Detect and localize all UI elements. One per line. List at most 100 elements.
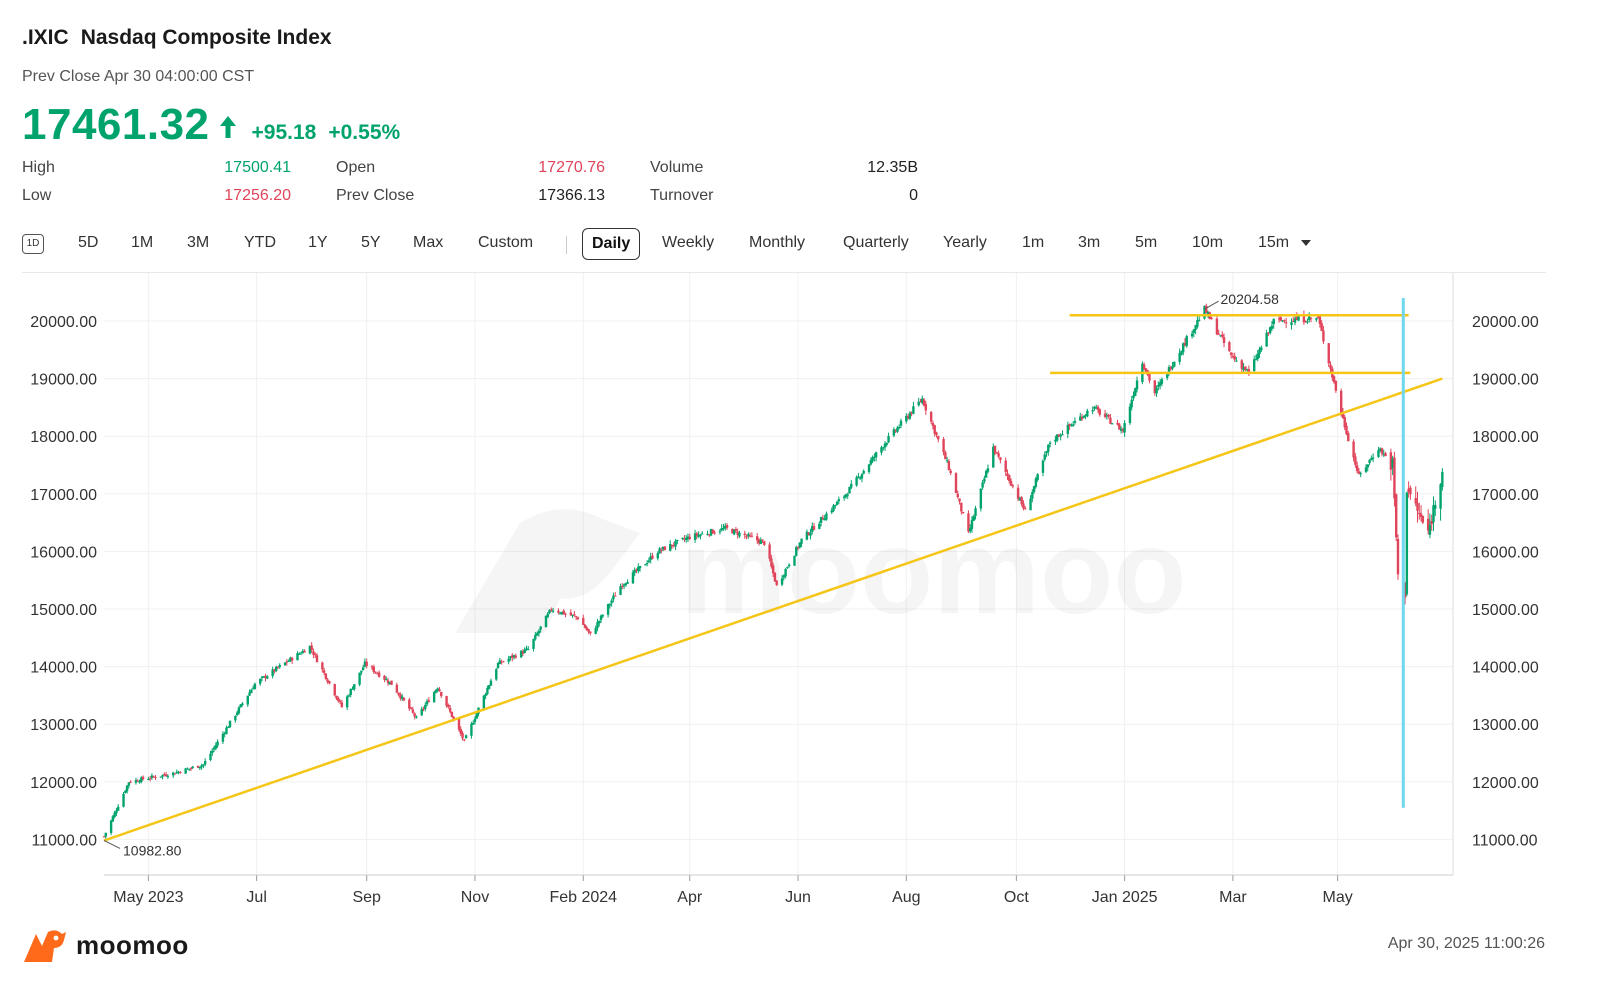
candle-down [365,661,368,667]
candle-down [1080,417,1084,420]
candle-up [1111,423,1114,425]
candle-up [1055,434,1059,441]
candle-down [574,616,578,618]
range-3m[interactable]: 3M [187,234,210,251]
candle-up [1366,464,1369,468]
candle-up [1134,388,1137,396]
calendar-1d-icon[interactable]: 1D [22,234,44,254]
volume-value: 12.35B [867,159,918,176]
candle-up [1308,316,1311,320]
candle-up [1379,448,1382,451]
candle-up [150,775,154,778]
candle-down [1244,366,1247,371]
candle-down [1205,305,1208,313]
candle-up [434,690,438,693]
candle-down [1107,414,1110,417]
period-3min[interactable]: 3m [1078,234,1101,251]
candle-down [582,618,585,625]
candle-down [1068,423,1071,427]
candle-up [487,685,491,689]
period-weekly[interactable]: Weekly [662,234,715,251]
candle-up [1194,325,1197,330]
candle-down [771,565,775,574]
candle-up [905,415,908,422]
candle-down [326,679,329,683]
period-daily-button[interactable]: Daily [582,228,641,260]
candle-down [748,535,752,537]
candle-up [908,413,912,419]
candlestick-chart[interactable]: May 2023 Jul Sep Nov Feb 2024 Apr Jun Aug Oct Jan… [0,273,1600,913]
candle-up [214,745,218,749]
candle-down [999,457,1002,461]
candle-up [558,613,562,615]
candle-down [683,538,686,540]
candle-up [1196,320,1199,327]
range-ytd[interactable]: YTD [244,234,276,251]
candle-up [1031,492,1034,499]
range-1y[interactable]: 1Y [308,234,328,251]
candle-up [1105,415,1109,417]
y-tick-label-left: 20000.00 [30,314,97,331]
candle-up [795,547,798,556]
candle-up [631,572,635,584]
candle-up [818,523,821,529]
candle-up [388,681,391,685]
candle-up [596,622,599,629]
period-yearly[interactable]: Yearly [943,234,987,251]
candle-down [321,662,324,670]
candle-up [527,648,530,650]
candle-down [960,502,963,512]
candle-up [805,531,809,540]
candle-up [981,482,984,488]
candle-up [674,540,677,547]
price-change-pct: +0.55% [328,121,401,144]
candle-down [1403,583,1407,598]
y-tick-label-right: 13000.00 [1472,717,1539,734]
high-annotation-leader [1204,300,1219,310]
period-10min[interactable]: 10m [1192,234,1224,251]
candle-down [1418,512,1421,514]
candle-up [594,628,597,634]
candle-down [1329,364,1332,369]
candle-up [498,660,502,664]
candle-up [127,782,131,786]
candle-up [161,774,164,777]
candle-up [887,436,890,443]
high-value: 17500.41 [224,159,291,176]
x-tick-label: Feb 2024 [549,889,617,906]
range-5d[interactable]: 5D [78,234,99,251]
range-5y[interactable]: 5Y [361,234,381,251]
candle-down [1215,318,1219,335]
candle-up [885,442,888,445]
candle-down [773,572,777,582]
candle-up [1071,424,1075,427]
high-label: High [22,159,55,176]
candle-up [1123,423,1126,433]
period-quarterly[interactable]: Quarterly [843,234,909,251]
candle-up [846,494,849,496]
candle-down [1109,417,1112,424]
candle-down [1341,411,1345,418]
candle-down [1421,515,1425,523]
candle-up [420,709,423,716]
candle-up [844,494,848,497]
candle-up [1235,360,1238,362]
period-15min-dropdown[interactable]: 15m [1258,234,1312,252]
candle-up [825,513,828,520]
candle-down [933,425,936,434]
period-monthly[interactable]: Monthly [749,234,806,251]
candle-up [1091,410,1094,412]
range-max[interactable]: Max [413,234,444,251]
period-5min[interactable]: 5m [1135,234,1158,251]
range-1m[interactable]: 1M [131,234,154,251]
candle-up [1203,306,1206,319]
range-custom[interactable]: Custom [478,234,534,251]
period-1min[interactable]: 1m [1022,234,1045,251]
candle-up [1155,387,1158,394]
candle-down [745,536,748,538]
candle-up [495,669,498,680]
candle-up [122,793,125,807]
candle-up [608,604,612,606]
candle-down [910,412,913,414]
candle-down [328,681,331,684]
